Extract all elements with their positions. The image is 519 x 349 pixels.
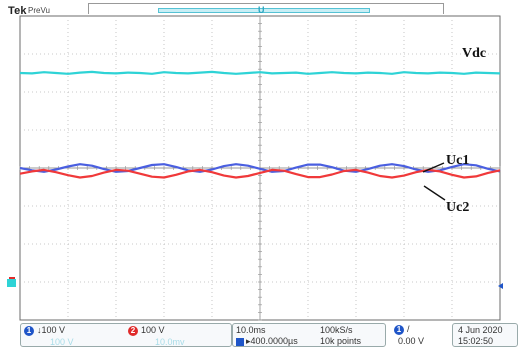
- trigger-position-marker[interactable]: U: [258, 5, 265, 15]
- sample-rate: 100kS/s: [320, 325, 353, 335]
- scope-header: Tek PreVu U: [0, 0, 519, 20]
- brand-logo: Tek: [8, 5, 27, 17]
- trace-labels: Vdc Uc1 Uc2: [422, 46, 486, 215]
- trigger-level[interactable]: 0.00 V: [398, 336, 425, 346]
- trigger-source[interactable]: 1/: [394, 324, 410, 335]
- datetime-panel: [452, 323, 518, 347]
- ch1-scale[interactable]: 1 ↓100 V: [24, 325, 65, 336]
- trace-vdc: [19, 70, 501, 75]
- trigger-level-marker[interactable]: [498, 283, 503, 289]
- status-bar: 1 ↓100 V 2 100 V 100 V 10.0mv 10.0ms ▸400.…: [0, 321, 519, 349]
- leader-uc2: [423, 185, 446, 201]
- trace-uc2: [19, 168, 501, 179]
- record-length-bar: [88, 3, 444, 14]
- ch3-scale-ghost: 100 V: [50, 337, 74, 347]
- ch2-scale[interactable]: 2 100 V: [128, 325, 165, 336]
- leader-uc1: [422, 162, 445, 173]
- trace-uc1: [19, 163, 501, 173]
- ch1-ground-marker[interactable]: [7, 279, 16, 287]
- trigger-channel-chip: 1: [394, 324, 404, 335]
- acquisition-mode: PreVu: [28, 6, 50, 15]
- label-vdc: Vdc: [462, 46, 486, 61]
- trigger-slope-icon: /: [407, 324, 410, 334]
- trigger-delay-value: ▸400.0000µs: [246, 336, 298, 346]
- horizontal-panel: [232, 323, 386, 347]
- record-length: 10k points: [320, 336, 362, 346]
- time: 15:02:50: [458, 336, 494, 346]
- label-uc1: Uc1: [446, 153, 469, 168]
- label-uc2: Uc2: [446, 200, 469, 215]
- traces: [19, 70, 501, 179]
- ch2-chip: 2: [128, 325, 138, 336]
- vertical-scale-panel: [20, 323, 232, 347]
- ch2-ground-marker[interactable]: [9, 277, 15, 279]
- ch4-scale-ghost: 10.0mv: [155, 337, 185, 347]
- ch1-scale-value: ↓100 V: [37, 325, 66, 335]
- trigger-delay[interactable]: ▸400.0000µs: [236, 336, 298, 347]
- delay-icon: [236, 337, 244, 346]
- record-view-window[interactable]: [158, 8, 370, 13]
- timebase[interactable]: 10.0ms: [236, 325, 266, 335]
- ch1-chip: 1: [24, 325, 34, 336]
- ch2-scale-value: 100 V: [141, 325, 165, 335]
- date: 4 Jun 2020: [458, 325, 503, 335]
